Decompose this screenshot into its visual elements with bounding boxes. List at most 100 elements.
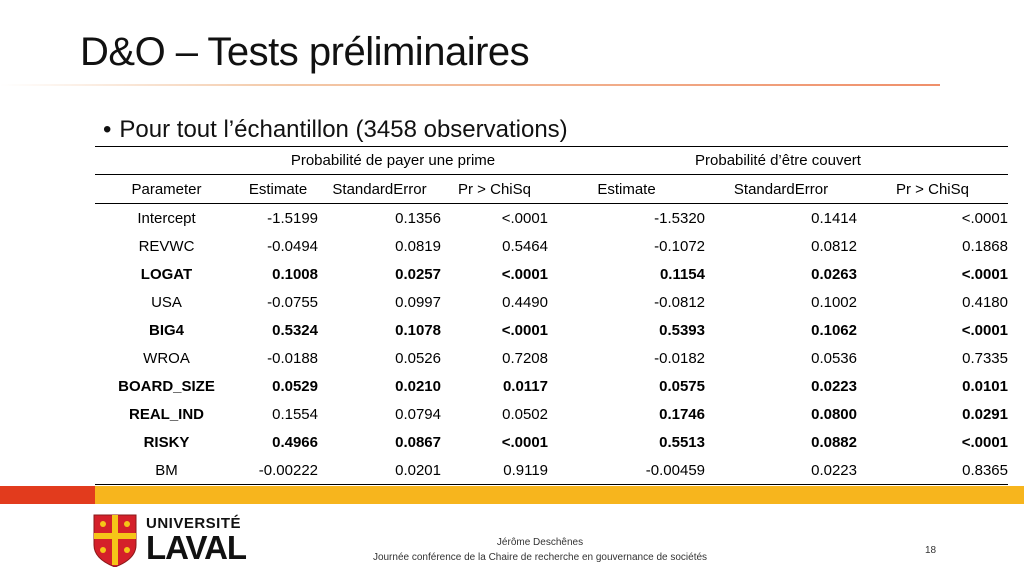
row-cell: 0.5464 — [502, 237, 548, 255]
row-parameter: BIG4 — [148, 321, 184, 339]
row-cell: <.0001 — [501, 265, 548, 283]
row-cell: 0.0502 — [502, 405, 548, 423]
table-row: WROA -0.0188 0.0526 0.7208 -0.0182 0.0536 0.73… — [95, 344, 1008, 372]
row-parameter: Intercept — [137, 209, 196, 227]
row-cell: 0.0201 — [318, 456, 441, 485]
row-cell: 0.0819 — [395, 237, 441, 255]
title-divider — [0, 84, 940, 86]
row-cell: 0.0882 — [811, 433, 857, 451]
logo-universite: UNIVERSITÉ — [146, 515, 242, 532]
row-cell: 0.0529 — [272, 377, 318, 395]
table-row: REVWC -0.0494 0.0819 0.5464 -0.1072 0.0812 0.1… — [95, 232, 1008, 260]
row-cell: 0.0291 — [962, 405, 1008, 423]
footer-author: Jérôme Deschênes — [496, 537, 584, 548]
row-cell: 0.1868 — [962, 237, 1008, 255]
row-cell: 0.0794 — [395, 405, 441, 423]
row-cell: 0.4490 — [502, 293, 548, 311]
bullet-point: • Pour tout l’échantillon (3458 observati… — [103, 116, 568, 144]
row-cell: <.0001 — [961, 321, 1008, 339]
row-cell: 0.1078 — [395, 321, 441, 339]
row-cell: 0.1062 — [811, 321, 857, 339]
regression-table: Probabilité de payer une prime Probabili… — [95, 146, 1008, 485]
row-cell: 0.0223 — [811, 377, 857, 395]
col-header-stderr-1: StandardError — [318, 174, 441, 204]
footer-caption: Jérôme Deschênes Journée conférence de l… — [300, 535, 780, 565]
row-cell: 0.1746 — [659, 405, 705, 423]
logo-laval: LAVAL — [146, 529, 247, 566]
row-cell: <.0001 — [961, 265, 1008, 283]
col-header-estimate-2: Estimate — [548, 174, 705, 204]
table-row: REAL_IND 0.1554 0.0794 0.0502 0.1746 0.0800 0.… — [95, 400, 1008, 428]
row-cell: 0.9119 — [441, 456, 548, 485]
row-cell: 0.1356 — [395, 209, 441, 227]
table-column-header: Parameter Estimate StandardError Pr > Ch… — [95, 174, 1008, 204]
row-cell: 0.1554 — [272, 405, 318, 423]
row-cell: 0.0812 — [811, 237, 857, 255]
table-row: USA -0.0755 0.0997 0.4490 -0.0812 0.1002 0.418… — [95, 288, 1008, 316]
row-cell: <.0001 — [961, 433, 1008, 451]
row-cell: -0.0182 — [654, 349, 705, 367]
row-cell: 0.0997 — [395, 293, 441, 311]
row-cell: 0.4966 — [272, 433, 318, 451]
row-cell: -1.5199 — [267, 209, 318, 227]
row-cell: -0.0812 — [654, 293, 705, 311]
footer-band-yellow — [95, 486, 1024, 504]
row-cell: 0.0101 — [962, 377, 1008, 395]
table-row: Intercept -1.5199 0.1356 <.0001 -1.5320 0.141… — [95, 204, 1008, 233]
row-cell: 0.0575 — [659, 377, 705, 395]
row-cell: <.0001 — [501, 433, 548, 451]
row-cell: 0.5513 — [659, 433, 705, 451]
bullet-icon: • — [103, 116, 112, 143]
row-cell: 0.1008 — [272, 265, 318, 283]
row-parameter: LOGAT — [140, 265, 193, 283]
row-parameter: RISKY — [143, 433, 190, 451]
row-cell: 0.1154 — [659, 265, 705, 283]
row-cell: -0.00459 — [548, 456, 705, 485]
col-header-stderr-2: StandardError — [705, 174, 857, 204]
row-cell: 0.7208 — [502, 349, 548, 367]
row-cell: -0.0188 — [267, 349, 318, 367]
row-cell: 0.4180 — [962, 293, 1008, 311]
row-parameter: REAL_IND — [128, 405, 204, 423]
university-shield-icon — [93, 514, 137, 567]
group-header-prime: Probabilité de payer une prime — [238, 146, 548, 175]
footer-event: Journée conférence de la Chaire de reche… — [372, 552, 708, 563]
row-cell: 0.5393 — [659, 321, 705, 339]
table-row: LOGAT 0.1008 0.0257 <.0001 0.1154 0.0263 <.000… — [95, 260, 1008, 288]
row-parameter: USA — [151, 293, 182, 311]
university-logo-text: UNIVERSITÉ LAVAL — [146, 515, 247, 566]
table-row: BIG4 0.5324 0.1078 <.0001 0.5393 0.1062 <.0001 — [95, 316, 1008, 344]
row-cell: 0.0867 — [395, 433, 441, 451]
col-header-pvalue-2: Pr > ChiSq — [857, 174, 1008, 204]
row-parameter: BOARD_SIZE — [118, 377, 215, 395]
page-number: 18 — [925, 545, 937, 556]
slide-title: D&O – Tests préliminaires — [80, 30, 530, 74]
table-row: RISKY 0.4966 0.0867 <.0001 0.5513 0.0882 <.000… — [95, 428, 1008, 456]
row-cell: 0.0800 — [811, 405, 857, 423]
row-cell: -1.5320 — [654, 209, 705, 227]
row-cell: 0.0210 — [395, 377, 441, 395]
footer-band-red — [0, 486, 95, 504]
col-header-estimate-1: Estimate — [238, 174, 318, 204]
row-parameter: WROA — [143, 349, 190, 367]
row-cell: <.0001 — [961, 209, 1008, 227]
row-cell: <.0001 — [501, 321, 548, 339]
row-cell: 0.7335 — [962, 349, 1008, 367]
bullet-text: Pour tout l’échantillon (3458 observatio… — [119, 116, 568, 143]
row-cell: 0.0536 — [811, 349, 857, 367]
row-cell: 0.8365 — [857, 456, 1008, 485]
table-group-header: Probabilité de payer une prime Probabili… — [95, 146, 1008, 175]
footer-color-band — [0, 486, 1024, 504]
row-cell: 0.0257 — [395, 265, 441, 283]
row-parameter: BM — [95, 456, 238, 485]
row-cell: -0.1072 — [654, 237, 705, 255]
row-cell: 0.5324 — [272, 321, 318, 339]
table-body: Intercept -1.5199 0.1356 <.0001 -1.5320 0.141… — [95, 204, 1008, 485]
row-cell: 0.0263 — [811, 265, 857, 283]
row-cell: -0.00222 — [238, 456, 318, 485]
row-cell: <.0001 — [501, 209, 548, 227]
row-cell: 0.1414 — [811, 209, 857, 227]
col-header-pvalue-1: Pr > ChiSq — [441, 174, 548, 204]
row-cell: -0.0755 — [267, 293, 318, 311]
table-row: BM -0.00222 0.0201 0.9119 -0.00459 0.0223 0.83… — [95, 456, 1008, 485]
